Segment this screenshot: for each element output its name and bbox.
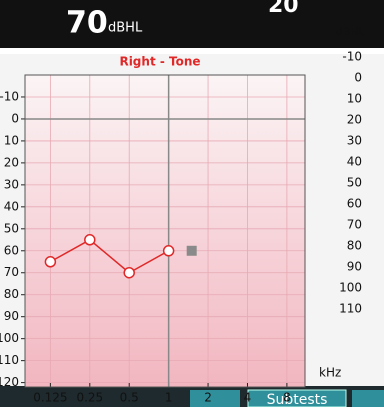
point xyxy=(84,234,96,246)
x-tick-label: 0.5 xyxy=(120,391,139,405)
right-label: 40 xyxy=(347,155,362,169)
y-tick-label: 70 xyxy=(4,265,19,279)
right-label: 60 xyxy=(347,197,362,211)
right-label: 10 xyxy=(347,92,362,106)
plot-area xyxy=(25,75,305,387)
point xyxy=(162,245,175,257)
right-label: 70 xyxy=(347,218,362,232)
x-tick-label: 4 xyxy=(244,391,252,405)
secondary-level: 20 xyxy=(268,0,299,18)
button[interactable] xyxy=(190,390,240,407)
y-tick-label: -10 xyxy=(0,89,19,103)
y-tick-label: 60 xyxy=(4,243,19,257)
y-tick-label: 100 xyxy=(0,331,19,345)
line xyxy=(50,238,170,274)
y-tick-label: 80 xyxy=(4,287,19,301)
y-tick-label: 110 xyxy=(0,353,19,367)
x-axis-label: kHz xyxy=(319,366,341,380)
y-tick-label: 90 xyxy=(4,309,19,323)
y-tick-label: 0 xyxy=(11,111,19,125)
divider xyxy=(0,48,384,54)
right-label: 100 xyxy=(339,281,362,295)
right-label: 50 xyxy=(347,176,362,190)
right-label: 90 xyxy=(347,260,362,274)
right-label: 20 xyxy=(347,113,362,127)
right-unit: dBHL xyxy=(336,25,366,38)
point xyxy=(44,256,57,268)
right-label: 0 xyxy=(354,71,362,85)
x-tick-label: 0.125 xyxy=(33,391,67,405)
cursor xyxy=(186,245,197,256)
right-label: -10 xyxy=(342,50,362,64)
x-tick-label: 1 xyxy=(165,391,173,405)
right-label: 80 xyxy=(347,239,362,253)
x-tick-label: 8 xyxy=(283,391,291,405)
button-label[interactable]: Subtests xyxy=(267,392,328,408)
y-tick-label: 50 xyxy=(4,221,19,235)
plot-frame xyxy=(24,74,306,388)
header-bar xyxy=(0,0,384,48)
x-tick-label: 0.25 xyxy=(76,391,103,405)
right-label: 30 xyxy=(347,134,362,148)
y-tick-label: 20 xyxy=(4,155,19,169)
right-label: 110 xyxy=(339,302,362,316)
y-tick-label: 40 xyxy=(4,199,19,213)
button[interactable] xyxy=(352,390,384,407)
y-tick-label: 120 xyxy=(0,375,19,389)
level: 70 xyxy=(66,6,108,41)
chart-title: Right - Tone xyxy=(119,55,200,69)
y-tick-label: 30 xyxy=(4,177,19,191)
y-tick-label: 10 xyxy=(4,133,19,147)
chart: -10 0 10 20 30 40 50 60 70 80 90 100 110 120 0.125 0.25… xyxy=(0,74,341,405)
level-unit: dBHL xyxy=(108,21,143,36)
x-tick-label: 2 xyxy=(204,391,212,405)
point xyxy=(123,266,135,279)
